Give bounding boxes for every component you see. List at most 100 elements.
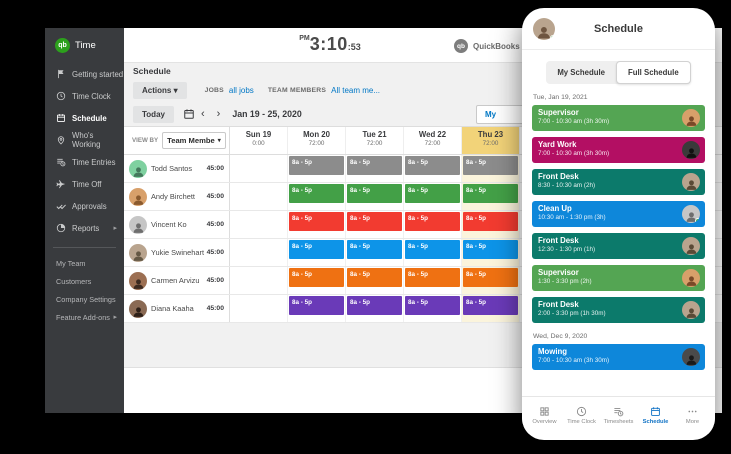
- shift-block[interactable]: 8a - 5p: [463, 212, 518, 231]
- shift-card[interactable]: Mowing 7:00 - 10:30 am (3h 30m): [532, 344, 705, 370]
- shift-block[interactable]: 8a - 5p: [289, 212, 344, 231]
- shift-card[interactable]: Front Desk 8:30 - 10:30 am (2h): [532, 169, 705, 195]
- shift-cell[interactable]: 8a - 5p: [346, 155, 404, 182]
- shift-block[interactable]: 8a - 5p: [463, 268, 518, 287]
- shift-block[interactable]: 8a - 5p: [347, 268, 402, 287]
- quickbooks-label[interactable]: QuickBooks: [473, 41, 520, 51]
- sidebar-item-whos-working[interactable]: Who's Working: [45, 129, 124, 151]
- shift-cell[interactable]: 8a - 5p: [404, 239, 462, 266]
- shift-block[interactable]: 8a - 5p: [289, 240, 344, 259]
- shift-block[interactable]: 8a - 5p: [289, 296, 344, 315]
- shift-block[interactable]: 8a - 5p: [405, 184, 460, 203]
- shift-block[interactable]: 8a - 5p: [463, 296, 518, 315]
- shift-cell-empty[interactable]: [230, 211, 288, 238]
- nav-more[interactable]: More: [676, 406, 710, 425]
- shift-cell[interactable]: 8a - 5p: [462, 183, 520, 210]
- shift-cell[interactable]: 8a - 5p: [462, 267, 520, 294]
- shift-cell-empty[interactable]: [230, 295, 288, 322]
- sidebar-item-time-off[interactable]: Time Off: [45, 173, 124, 195]
- shift-block[interactable]: 8a - 5p: [289, 268, 344, 287]
- shift-block[interactable]: 8a - 5p: [405, 296, 460, 315]
- shift-cell[interactable]: 8a - 5p: [288, 183, 346, 210]
- shift-cell[interactable]: 8a - 5p: [288, 211, 346, 238]
- shift-cell-empty[interactable]: [230, 267, 288, 294]
- shift-cell[interactable]: 8a - 5p: [346, 239, 404, 266]
- shift-block[interactable]: 8a - 5p: [347, 184, 402, 203]
- nav-overview[interactable]: Overview: [528, 406, 562, 425]
- shift-card[interactable]: Clean Up 10:30 am - 1:30 pm (3h): [532, 201, 705, 227]
- shift-cell[interactable]: 8a - 5p: [346, 211, 404, 238]
- shift-cell[interactable]: 8a - 5p: [462, 295, 520, 322]
- sidebar-item-company-settings[interactable]: Company Settings: [45, 290, 124, 308]
- sidebar-item-schedule[interactable]: Schedule: [45, 107, 124, 129]
- shift-cell[interactable]: 8a - 5p: [288, 267, 346, 294]
- sidebar-item-feature-add-ons[interactable]: Feature Add-ons ▸: [45, 308, 124, 326]
- toolbar-date-row: Today ‹ › Jan 19 - 25, 2020 My: [124, 102, 722, 126]
- tab-full-schedule[interactable]: Full Schedule: [615, 61, 691, 84]
- sidebar-item-label: Time Off: [72, 179, 102, 189]
- shift-cell[interactable]: 8a - 5p: [462, 155, 520, 182]
- shift-block[interactable]: 8a - 5p: [463, 240, 518, 259]
- shift-cell[interactable]: 8a - 5p: [288, 239, 346, 266]
- shift-time: 12:30 - 1:30 pm (1h): [538, 246, 596, 253]
- shift-block[interactable]: 8a - 5p: [405, 240, 460, 259]
- shift-card[interactable]: Supervisor 1:30 - 3:30 pm (2h): [532, 265, 705, 291]
- day-header-tue[interactable]: Tue 21 72:00: [346, 127, 404, 154]
- shift-block[interactable]: 8a - 5p: [347, 212, 402, 231]
- day-header-sun[interactable]: Sun 19 0:00: [230, 127, 288, 154]
- shift-card[interactable]: Yard Work 7:00 - 10:30 am (3h 30m): [532, 137, 705, 163]
- shift-cell[interactable]: 8a - 5p: [462, 239, 520, 266]
- shift-block[interactable]: 8a - 5p: [463, 184, 518, 203]
- profile-avatar[interactable]: [533, 18, 555, 40]
- sidebar-item-approvals[interactable]: Approvals: [45, 195, 124, 217]
- jobs-filter-link[interactable]: all jobs: [228, 85, 254, 95]
- sidebar-item-time-entries[interactable]: Time Entries: [45, 151, 124, 173]
- today-button[interactable]: Today: [133, 105, 174, 123]
- shift-cell-empty[interactable]: [230, 183, 288, 210]
- shift-card[interactable]: Supervisor 7:00 - 10:30 am (3h 30m): [532, 105, 705, 131]
- sidebar-item-customers[interactable]: Customers: [45, 272, 124, 290]
- shift-cell-empty[interactable]: [230, 155, 288, 182]
- tab-my-schedule[interactable]: My Schedule: [546, 61, 616, 84]
- shift-block[interactable]: 8a - 5p: [405, 212, 460, 231]
- prev-week-button[interactable]: ‹: [195, 108, 211, 120]
- shift-cell[interactable]: 8a - 5p: [404, 183, 462, 210]
- sidebar-item-time-clock[interactable]: Time Clock: [45, 85, 124, 107]
- shift-card[interactable]: Front Desk 12:30 - 1:30 pm (1h): [532, 233, 705, 259]
- shift-block[interactable]: 8a - 5p: [405, 268, 460, 287]
- shift-cell[interactable]: 8a - 5p: [404, 155, 462, 182]
- shift-cell[interactable]: 8a - 5p: [404, 267, 462, 294]
- sidebar-item-reports[interactable]: Reports ▸: [45, 217, 124, 239]
- sidebar-item-getting-started[interactable]: Getting started: [45, 63, 124, 85]
- shift-cell[interactable]: 8a - 5p: [346, 267, 404, 294]
- shift-card[interactable]: Front Desk 2:00 - 3:30 pm (1h 30m): [532, 297, 705, 323]
- team-members-filter-link[interactable]: All team me...: [331, 85, 381, 95]
- view-by-dropdown[interactable]: Team Membe ▾: [162, 132, 226, 149]
- shift-cell[interactable]: 8a - 5p: [288, 155, 346, 182]
- shift-cell[interactable]: 8a - 5p: [288, 295, 346, 322]
- shift-block[interactable]: 8a - 5p: [347, 240, 402, 259]
- calendar-picker-button[interactable]: [183, 108, 195, 120]
- sidebar-item-my-team[interactable]: My Team: [45, 254, 124, 272]
- day-header-wed[interactable]: Wed 22 72:00: [404, 127, 462, 154]
- shift-cell[interactable]: 8a - 5p: [404, 295, 462, 322]
- shift-block[interactable]: 8a - 5p: [347, 296, 402, 315]
- shift-block[interactable]: 8a - 5p: [289, 184, 344, 203]
- nav-time-clock[interactable]: Time Clock: [565, 406, 599, 425]
- day-header-thu-highlighted[interactable]: Thu 23 72:00: [462, 127, 520, 154]
- next-week-button[interactable]: ›: [211, 108, 227, 120]
- nav-schedule[interactable]: Schedule: [639, 406, 673, 425]
- shift-block[interactable]: 8a - 5p: [347, 156, 402, 175]
- shift-cell-empty[interactable]: [230, 239, 288, 266]
- shift-cell[interactable]: 8a - 5p: [346, 183, 404, 210]
- shift-cell[interactable]: 8a - 5p: [346, 295, 404, 322]
- live-clock: PM3:10:53: [299, 34, 361, 55]
- shift-block[interactable]: 8a - 5p: [405, 156, 460, 175]
- nav-timesheets[interactable]: Timesheets: [602, 406, 636, 425]
- shift-block[interactable]: 8a - 5p: [463, 156, 518, 175]
- shift-cell[interactable]: 8a - 5p: [404, 211, 462, 238]
- shift-cell[interactable]: 8a - 5p: [462, 211, 520, 238]
- actions-button[interactable]: Actions ▾: [133, 81, 187, 99]
- shift-block[interactable]: 8a - 5p: [289, 156, 344, 175]
- day-header-mon[interactable]: Mon 20 72:00: [288, 127, 346, 154]
